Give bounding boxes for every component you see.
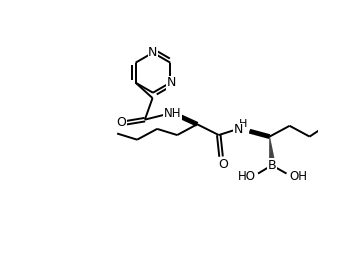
Text: OH: OH	[289, 170, 307, 183]
Text: HO: HO	[238, 170, 256, 183]
Text: B: B	[268, 159, 276, 172]
Text: N: N	[148, 46, 158, 59]
Text: H: H	[239, 119, 247, 129]
Text: O: O	[218, 158, 228, 171]
Text: N: N	[234, 123, 244, 136]
Text: NH: NH	[164, 107, 181, 120]
Text: N: N	[166, 76, 176, 89]
Text: O: O	[116, 116, 126, 129]
